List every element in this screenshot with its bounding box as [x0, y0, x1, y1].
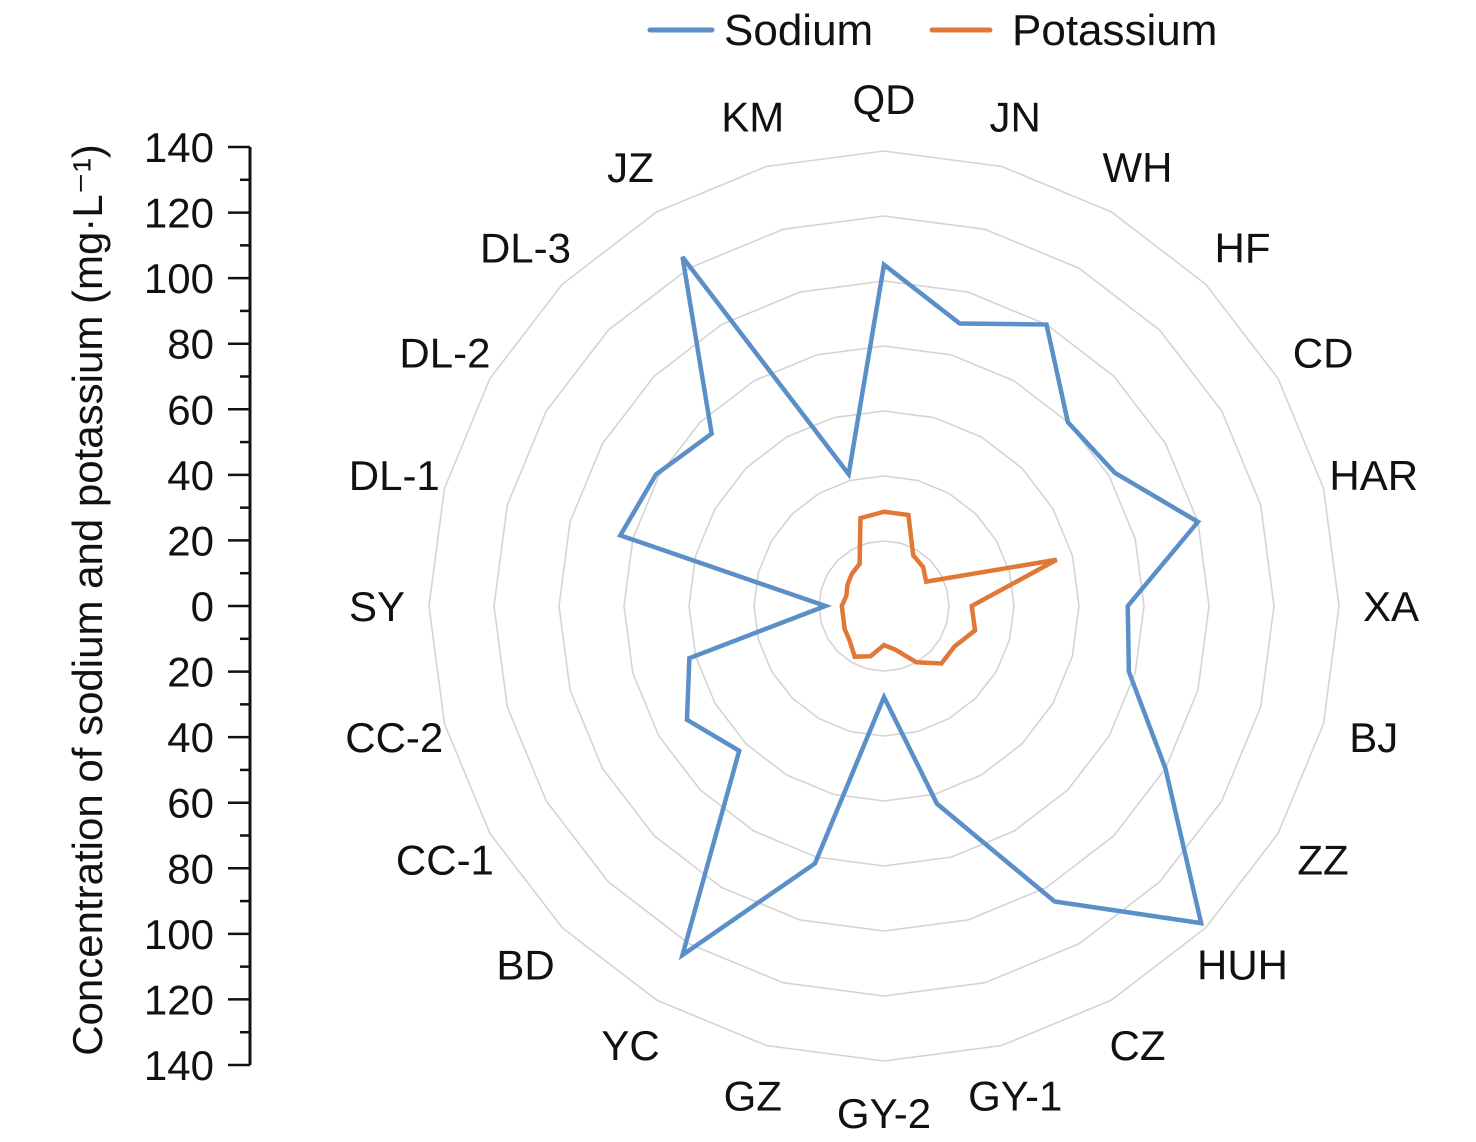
tick-label: 60 [167, 780, 214, 827]
tick-label: 0 [191, 583, 214, 630]
grid-ring [753, 475, 1015, 737]
tick-label: 120 [144, 976, 214, 1023]
category-label: DL-2 [399, 330, 490, 377]
tick-label: 80 [167, 321, 214, 368]
grid-ring [558, 280, 1210, 932]
series-line-sodium [616, 255, 1205, 961]
tick-label: 140 [144, 1042, 214, 1089]
category-label: BJ [1349, 714, 1398, 761]
category-label: CC-1 [396, 837, 494, 884]
category-labels: QD JN WH HF CD HAR XA BJ ZZ HUH CZ GY-1 GY-2 GZ YC BD CC… [345, 76, 1419, 1137]
category-label: GZ [724, 1073, 782, 1120]
category-label: GY-1 [968, 1073, 1062, 1120]
tick-label: 20 [167, 649, 214, 696]
category-label: ZZ [1297, 837, 1348, 884]
legend-label-potassium: Potassium [1012, 6, 1217, 55]
category-label: CZ [1110, 1022, 1166, 1069]
category-label: QD [853, 76, 916, 123]
grid-ring [623, 345, 1145, 867]
category-label: XA [1363, 583, 1419, 630]
tick-label: 100 [144, 911, 214, 958]
tick-label: 40 [167, 714, 214, 761]
grid-ring [818, 540, 950, 672]
category-label: HUH [1197, 942, 1288, 989]
grid-ring [493, 215, 1275, 997]
category-label: SY [349, 583, 405, 630]
radar-grid [428, 150, 1340, 1062]
axis-title: Concentration of sodium and potassium (m… [64, 144, 111, 1056]
grid-ring [688, 410, 1080, 802]
radar-series [616, 255, 1205, 961]
tick-label: 40 [167, 452, 214, 499]
category-label: DL-1 [349, 452, 440, 499]
category-label: JN [990, 93, 1041, 140]
category-label: WH [1103, 144, 1173, 191]
category-label: KM [721, 93, 784, 140]
category-label: HF [1215, 224, 1271, 271]
series-line-potassium [839, 509, 1058, 666]
category-label: BD [496, 942, 554, 989]
tick-label: 20 [167, 517, 214, 564]
category-label: CC-2 [345, 714, 443, 761]
tick-label: 100 [144, 255, 214, 302]
tick-label: 60 [167, 386, 214, 433]
value-axis: 140 120 100 80 60 40 20 0 20 40 60 80 100 120 140 [144, 124, 252, 1089]
category-label: HAR [1329, 452, 1418, 499]
tick-label: 80 [167, 845, 214, 892]
category-label: JZ [607, 144, 654, 191]
category-label: CD [1293, 330, 1354, 377]
category-label: DL-3 [480, 224, 571, 271]
legend-label-sodium: Sodium [724, 6, 873, 55]
category-label: YC [601, 1022, 659, 1069]
grid-ring [428, 150, 1340, 1062]
legend: Sodium Potassium [647, 6, 1217, 55]
category-label: GY-2 [837, 1090, 931, 1137]
tick-label: 140 [144, 124, 214, 171]
tick-label: 120 [144, 190, 214, 237]
